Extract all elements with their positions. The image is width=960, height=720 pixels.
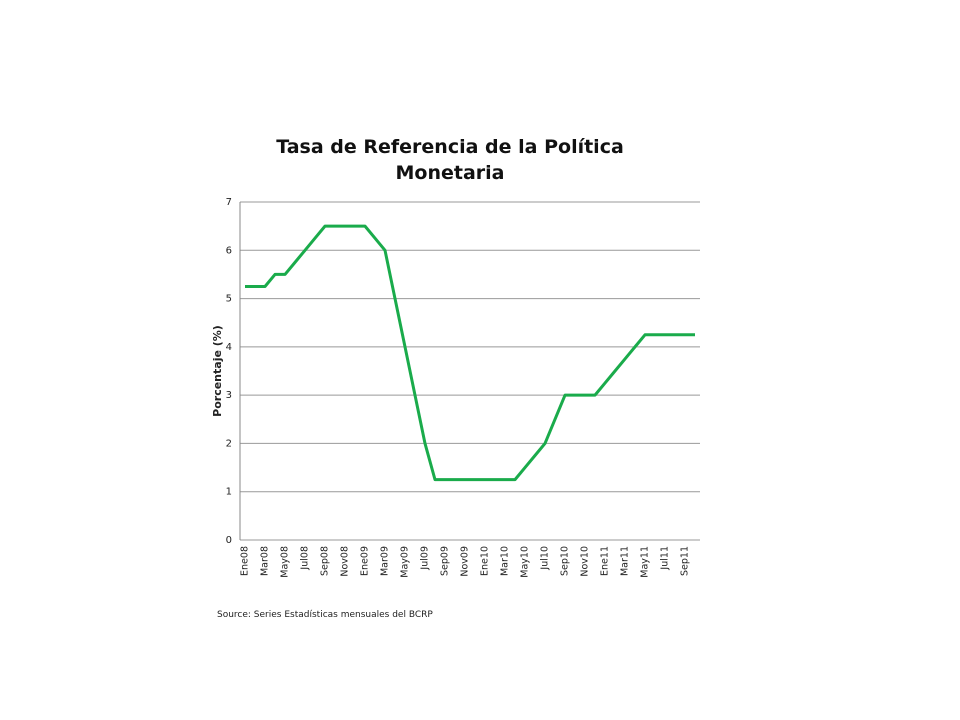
x-tick-label: Ene08 xyxy=(240,546,251,576)
x-tick-label: Sep09 xyxy=(440,546,451,576)
y-tick-label: 6 xyxy=(226,245,232,256)
x-tick-label: May09 xyxy=(400,546,411,578)
x-tick-label: Mar11 xyxy=(620,546,631,576)
y-tick-label: 4 xyxy=(226,342,232,353)
chart-title: Tasa de Referencia de la Política Moneta… xyxy=(276,136,624,184)
x-tick-label: Jul09 xyxy=(420,546,431,571)
x-tick-label: Ene11 xyxy=(600,546,611,576)
x-tick-label: Ene10 xyxy=(480,546,491,576)
x-tick-label: Sep11 xyxy=(680,546,691,576)
y-tick-label: 5 xyxy=(226,294,232,305)
data-line xyxy=(245,224,695,482)
y-tick-label: 2 xyxy=(226,438,232,449)
x-tick-label: May10 xyxy=(520,546,531,578)
x-tick-label: Ene09 xyxy=(360,546,371,576)
y-tick-label: 1 xyxy=(226,487,232,498)
y-axis-label: Porcentaje (%) xyxy=(211,325,224,417)
x-tick-label: Jul11 xyxy=(660,546,671,571)
y-tick-label: 3 xyxy=(226,390,232,401)
y-tick-label: 0 xyxy=(226,535,232,546)
x-tick-label: Mar10 xyxy=(500,546,511,576)
x-tick-label: Mar09 xyxy=(380,546,391,576)
x-tick-label: Jul10 xyxy=(540,546,551,571)
x-tick-label: Nov10 xyxy=(580,546,591,577)
x-tick-label: May11 xyxy=(640,546,651,578)
y-tick-label: 7 xyxy=(226,197,232,208)
x-tick-label: Mar08 xyxy=(260,546,271,576)
x-tick-label: May08 xyxy=(280,546,291,578)
x-tick-label: Sep08 xyxy=(320,546,331,576)
x-tick-label: Nov08 xyxy=(340,546,351,577)
x-tick-label: Nov09 xyxy=(460,546,471,577)
x-tick-label: Sep10 xyxy=(560,546,571,576)
source-note: Source: Series Estadísticas mensuales de… xyxy=(217,610,433,620)
x-tick-label: Jul08 xyxy=(300,546,311,571)
